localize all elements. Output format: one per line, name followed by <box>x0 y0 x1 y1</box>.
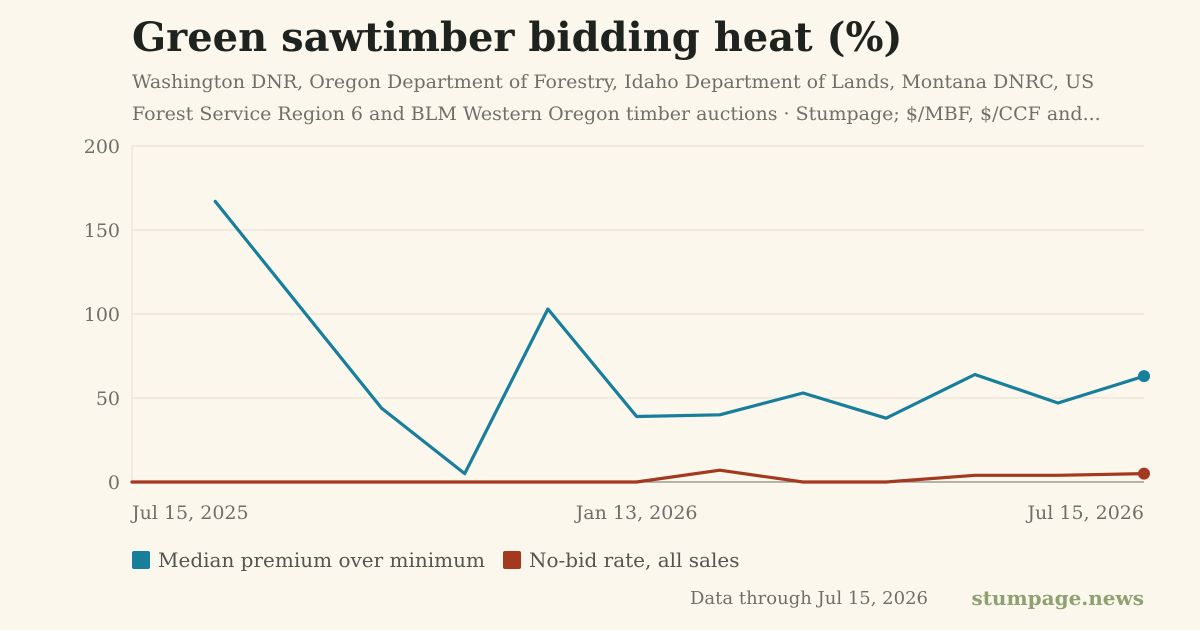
data-through-note: Data through Jul 15, 2026 <box>690 588 928 609</box>
y-tick-label: 50 <box>96 388 120 410</box>
legend-swatch-nobid <box>502 551 521 569</box>
premium-line <box>213 199 1146 476</box>
premium-endpoint <box>1138 370 1150 383</box>
y-tick-label: 150 <box>84 220 120 242</box>
x-tick-label: Jul 15, 2025 <box>130 502 249 524</box>
x-tick-label: Jan 13, 2026 <box>574 502 698 524</box>
grid <box>131 145 1144 483</box>
legend-swatch-premium <box>132 551 150 569</box>
x-axis-ticks: Jul 15, 2025 Jan 13, 2026 Jul 15, 2026 <box>130 502 1144 524</box>
legend-item-nobid: No-bid rate, all sales <box>502 548 740 572</box>
legend: Median premium over minimum No-bid rate,… <box>132 546 739 574</box>
x-tick-label: Jul 15, 2026 <box>1025 502 1144 524</box>
nobid-line <box>130 468 1146 484</box>
legend-label-premium: Median premium over minimum <box>158 548 485 572</box>
y-tick-label: 100 <box>84 304 120 326</box>
brand-link[interactable]: stumpage.news <box>971 586 1144 610</box>
y-tick-label: 200 <box>84 136 120 158</box>
nobid-endpoint <box>1138 467 1150 480</box>
legend-item-premium: Median premium over minimum <box>132 548 485 572</box>
y-axis-ticks: 0 50 100 150 200 <box>84 136 120 494</box>
y-tick-label: 0 <box>108 472 120 494</box>
series-lines <box>130 199 1150 484</box>
chart-subtitle: Washington DNR, Oregon Department of For… <box>132 71 1101 125</box>
legend-label-nobid: No-bid rate, all sales <box>528 548 740 572</box>
chart-title: Green sawtimber bidding heat (%) <box>132 14 903 61</box>
